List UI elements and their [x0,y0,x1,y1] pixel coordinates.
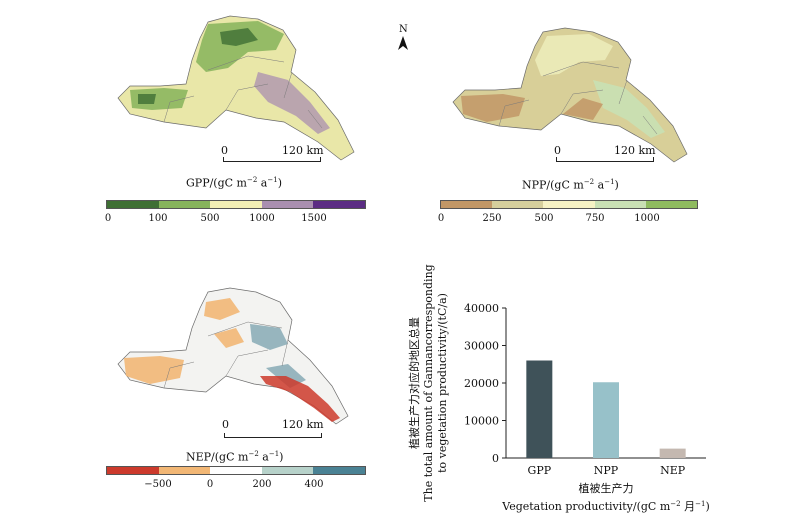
bar-chart-tick-labels: 0 10000 20000 30000 40000 GPP NPP NEP [464,302,686,477]
gpp-scalebar-end: 120 km [282,144,324,157]
x-tick-label: GPP [528,464,552,477]
nep-colorbar-tick-label: 400 [304,479,324,490]
nep-colorbar [106,466,366,475]
gpp-colorbar-tick-label: 500 [200,213,220,224]
npp-colorbar-segment [492,201,544,208]
bar-chart-bars [526,360,686,458]
npp-map [452,27,688,163]
gpp-legend-title: GPP/(gC m−2 a−1) [186,176,282,190]
nep-colorbar-segment [107,467,159,474]
npp-colorbar-tick-label: 250 [482,213,502,224]
gpp-colorbar-segment [107,201,159,208]
npp-colorbar-segment [441,201,493,208]
x-axis-label-zh: 植被生产力 [579,481,634,495]
nep-district-lines [163,321,289,389]
npp-district-lines [498,61,658,135]
nep-legend-title: NEP/(gC m−2 a−1) [186,450,284,464]
npp-colorbar-tick-label: 0 [437,213,445,224]
gpp-colorbar-segment [210,201,262,208]
npp-scalebar-end: 120 km [614,144,656,157]
npp-colorbar-segment [594,201,646,208]
nep-loss-patches [260,376,340,422]
gpp-high-patches [254,72,330,134]
gpp-colorbar-tick-label: 100 [148,213,168,224]
y-tick-label: 40000 [464,302,499,315]
nep-gain-patches [250,324,306,388]
y-axis-label: The total amount of Gannancorresponding [422,264,435,501]
npp-colorbar [440,200,698,209]
gpp-region-shape [117,15,355,161]
gpp-colorbar-segment [261,201,314,208]
y-axis-label: to vegetation productivity/(tC/a) [436,293,449,473]
gpp-colorbar [106,200,366,209]
bar-chart-axis-labels: 植被生产力对应的地区总量 The total amount of Gannanco… [407,264,710,513]
north-arrow-icon [398,36,408,50]
gpp-colorbar-segment [158,201,211,208]
bar-npp [593,382,619,458]
npp-colorbar-tick-label: 750 [585,213,605,224]
bar-chart: 0 10000 20000 30000 40000 GPP NPP NEP 植被生产力对应的地… [407,264,710,513]
npp-green-patches [593,80,665,138]
npp-colorbar-tick-label: 500 [534,213,554,224]
nep-colorbar-tick-label: 200 [252,479,272,490]
y-tick-label: 30000 [464,340,499,353]
y-tick-label: 10000 [464,415,499,428]
north-arrow-label: N [399,24,408,35]
npp-high-patches [535,34,613,76]
x-axis-label-en: Vegetation productivity/(gC m−2 月−1) [501,500,709,513]
gpp-scalebar-start: 0 [221,144,228,157]
nep-scalebar-start: 0 [222,418,229,431]
nep-colorbar-tick-label: 0 [206,479,214,490]
npp-low-patches [461,94,603,122]
gpp-district-lines [163,55,323,129]
gpp-colorbar-tick-label: 1000 [249,213,275,224]
gpp-map [117,15,355,161]
x-tick-label: NEP [660,464,686,477]
nep-positive-patches [124,298,244,384]
gpp-colorbar-tick-label: 0 [104,213,112,224]
gpp-colorbar-segment [313,201,365,208]
y-tick-label: 20000 [464,377,499,390]
npp-colorbar-tick-label: 1000 [634,213,660,224]
npp-legend-title: NPP/(gC m−2 a−1) [522,178,619,192]
nep-map [117,287,349,425]
npp-region-shape [452,27,688,163]
nep-colorbar-tick-label: −500 [144,479,172,490]
nep-scalebar-end: 120 km [282,418,324,431]
nep-colorbar-segment [210,467,262,474]
bar-gpp [526,360,553,458]
bar-nep [659,448,686,458]
gpp-dense-patches [138,28,258,104]
nep-colorbar-segment [158,467,211,474]
y-tick-label: 0 [492,452,499,465]
npp-colorbar-segment [645,201,698,208]
nep-colorbar-segment [261,467,314,474]
npp-colorbar-segment [543,201,595,208]
x-tick-label: NPP [594,464,619,477]
gpp-colorbar-tick-label: 1500 [301,213,327,224]
y-axis-label: 植被生产力对应的地区总量 [407,317,421,449]
nep-colorbar-segment [313,467,365,474]
npp-scalebar-start: 0 [554,144,561,157]
